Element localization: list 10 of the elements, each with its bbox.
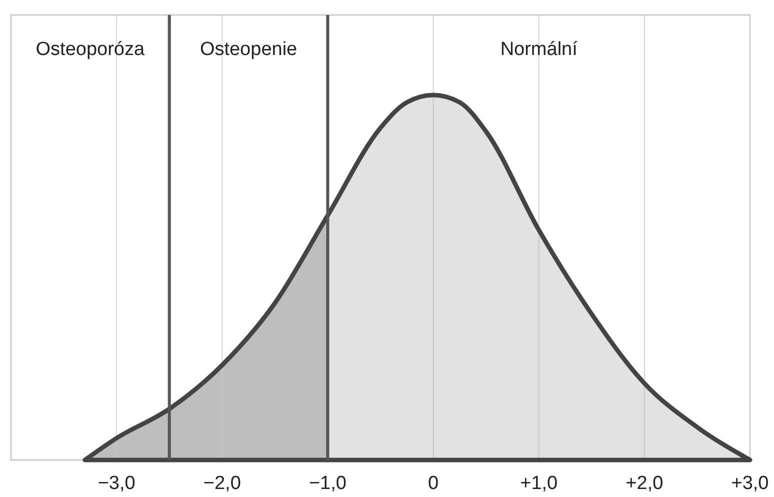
band-label: Osteopenie xyxy=(200,39,298,60)
x-tick-label: +3,0 xyxy=(731,473,769,494)
x-tick-label: +1,0 xyxy=(520,473,558,494)
band-label: Normální xyxy=(500,39,578,60)
x-tick-label: −1,0 xyxy=(308,473,346,494)
x-tick-label: 0 xyxy=(428,473,439,494)
band-label: Osteoporóza xyxy=(36,39,145,60)
x-tick-label: +2,0 xyxy=(626,473,664,494)
x-tick-label: −2,0 xyxy=(203,473,241,494)
x-tick-label: −3,0 xyxy=(98,473,136,494)
